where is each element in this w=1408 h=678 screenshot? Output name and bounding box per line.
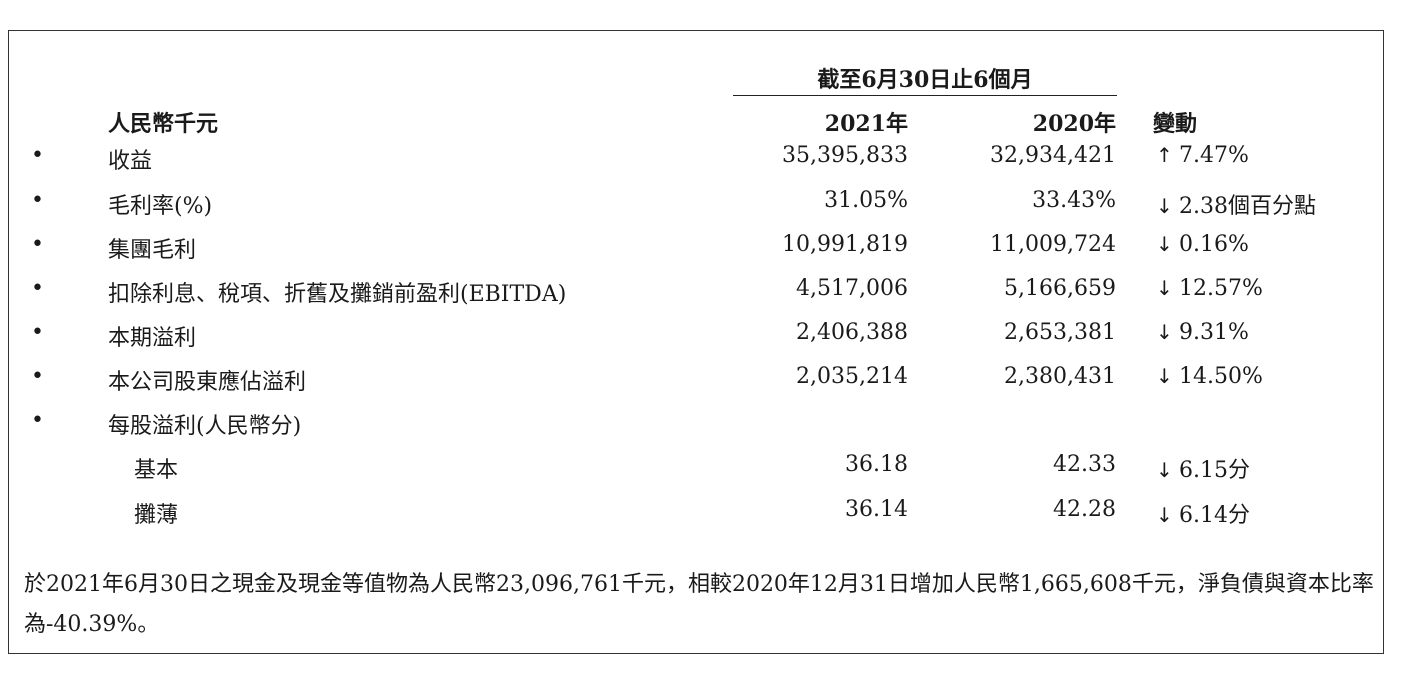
table-row: • 本期溢利 2,406,388 2,653,381 ↓ 9.31%: [0, 320, 1408, 360]
value-2021: 36.14: [845, 497, 908, 522]
value-2021: 10,991,819: [782, 232, 908, 257]
value-2021: 4,517,006: [796, 276, 908, 301]
row-label: 攤薄: [134, 503, 179, 528]
value-2021: 2,406,388: [796, 320, 908, 345]
column-header-change: 變動: [1153, 111, 1198, 137]
value-2020: 32,934,421: [990, 143, 1116, 168]
table-row: • 本公司股東應佔溢利 2,035,214 2,380,431 ↓ 14.50%: [0, 364, 1408, 404]
bullet-icon: •: [31, 276, 44, 301]
value-2021: 36.18: [845, 452, 908, 477]
bullet-icon: •: [31, 364, 44, 389]
change-cell: ↓ 9.31%: [1156, 320, 1249, 345]
value-2020: 42.28: [1053, 497, 1116, 522]
change-cell: ↓ 12.57%: [1156, 276, 1263, 301]
change-value: 2.38個百分點: [1179, 194, 1316, 219]
table-row: • 收益 35,395,833 32,934,421 ↑ 7.47%: [0, 143, 1408, 183]
table-row: • 每股溢利(人民幣分): [0, 408, 1408, 448]
change-value: 14.50%: [1179, 364, 1263, 389]
table-row: 基本 36.18 42.33 ↓ 6.15分: [0, 452, 1408, 492]
change-value: 6.14分: [1179, 503, 1250, 528]
period-header: 截至6月30日止6個月: [817, 67, 1033, 93]
change-cell: ↓ 0.16%: [1156, 232, 1249, 257]
change-value: 0.16%: [1179, 232, 1249, 257]
table-row: 攤薄 36.14 42.28 ↓ 6.14分: [0, 497, 1408, 537]
period-header-rule: [733, 95, 1117, 96]
change-cell: ↑ 7.47%: [1156, 143, 1249, 168]
value-2021: 2,035,214: [796, 364, 908, 389]
bullet-icon: •: [31, 408, 44, 433]
row-label: 集團毛利: [108, 238, 197, 263]
summary-table-frame: [8, 30, 1384, 654]
row-label: 毛利率(%): [108, 194, 213, 219]
value-2020: 2,653,381: [1004, 320, 1116, 345]
row-label: 本公司股東應佔溢利: [108, 370, 307, 395]
table-row: • 扣除利息、稅項、折舊及攤銷前盈利(EBITDA) 4,517,006 5,166,…: [0, 276, 1408, 316]
arrow-up-icon: ↑: [1156, 143, 1173, 167]
arrow-down-icon: ↓: [1156, 364, 1173, 388]
column-header-2020: 2020年: [1032, 111, 1116, 137]
value-2020: 5,166,659: [1004, 276, 1116, 301]
bullet-icon: •: [31, 188, 44, 213]
row-label: 每股溢利(人民幣分): [108, 414, 302, 439]
column-header-2021: 2021年: [824, 111, 908, 137]
bullet-icon: •: [31, 143, 44, 168]
value-2021: 31.05%: [824, 188, 908, 213]
value-2020: 42.33: [1053, 452, 1116, 477]
row-label: 基本: [134, 458, 179, 483]
row-label: 扣除利息、稅項、折舊及攤銷前盈利(EBITDA): [108, 282, 567, 307]
change-cell: ↓ 6.14分: [1156, 497, 1250, 529]
change-value: 7.47%: [1179, 143, 1249, 168]
arrow-down-icon: ↓: [1156, 232, 1173, 256]
row-label: 收益: [108, 149, 153, 174]
change-value: 12.57%: [1179, 276, 1263, 301]
arrow-down-icon: ↓: [1156, 320, 1173, 344]
change-value: 9.31%: [1179, 320, 1249, 345]
unit-label: 人民幣千元: [108, 111, 219, 137]
change-cell: ↓ 2.38個百分點: [1156, 188, 1316, 220]
arrow-down-icon: ↓: [1156, 276, 1173, 300]
arrow-down-icon: ↓: [1156, 194, 1173, 218]
value-2020: 2,380,431: [1004, 364, 1116, 389]
change-value: 6.15分: [1179, 458, 1250, 483]
row-label: 本期溢利: [108, 326, 197, 351]
footnote: 於2021年6月30日之現金及現金等值物為人民幣23,096,761千元，相較2…: [24, 572, 1374, 637]
change-cell: ↓ 14.50%: [1156, 364, 1263, 389]
table-row: • 集團毛利 10,991,819 11,009,724 ↓ 0.16%: [0, 232, 1408, 272]
bullet-icon: •: [31, 232, 44, 257]
value-2020: 11,009,724: [990, 232, 1116, 257]
arrow-down-icon: ↓: [1156, 503, 1173, 527]
arrow-down-icon: ↓: [1156, 458, 1173, 482]
value-2020: 33.43%: [1032, 188, 1116, 213]
value-2021: 35,395,833: [782, 143, 908, 168]
table-row: • 毛利率(%) 31.05% 33.43% ↓ 2.38個百分點: [0, 188, 1408, 228]
bullet-icon: •: [31, 320, 44, 345]
change-cell: ↓ 6.15分: [1156, 452, 1250, 484]
